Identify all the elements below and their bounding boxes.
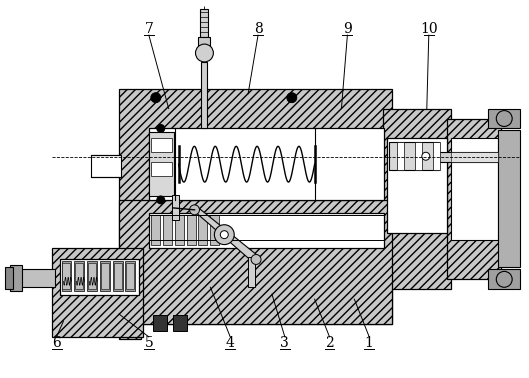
Circle shape [151,93,161,103]
Text: 3: 3 [280,336,289,350]
Bar [200,9,208,37]
Bar [5,267,13,289]
Bar [187,215,196,245]
Bar [149,132,174,196]
Text: 9: 9 [343,22,352,36]
Circle shape [496,271,512,287]
Text: 10: 10 [420,22,437,36]
Bar [60,259,139,295]
Bar [211,215,220,245]
Bar [383,108,451,289]
Bar [415,143,422,170]
Bar [92,155,121,177]
Bar [119,89,392,324]
Bar [451,152,498,162]
Bar [151,138,172,152]
Bar [114,263,122,289]
Bar [498,130,520,267]
Bar [17,270,54,287]
Bar [88,263,96,289]
Text: 8: 8 [254,22,262,36]
Bar [451,138,498,240]
Circle shape [196,44,213,62]
Circle shape [189,205,199,215]
Bar [172,315,187,331]
Bar [387,138,446,233]
Polygon shape [190,208,260,262]
Bar [439,152,498,162]
Bar [153,315,167,331]
Polygon shape [119,200,392,339]
Bar [87,262,97,291]
Bar [149,129,384,200]
Bar [101,263,109,289]
Bar [175,215,184,245]
Bar [446,119,501,279]
Bar [202,62,207,129]
Bar [248,257,255,287]
Bar [488,270,520,289]
Bar [51,248,143,337]
Bar [163,215,172,245]
Bar [149,213,384,248]
Bar [126,263,134,289]
Bar [62,263,70,289]
Bar [172,195,179,220]
Bar [397,143,404,170]
Bar [113,262,123,291]
Bar [10,265,22,291]
Bar [125,262,135,291]
Circle shape [214,225,234,245]
Bar [151,162,172,176]
Circle shape [251,254,261,265]
Text: 6: 6 [52,336,61,350]
Circle shape [496,111,512,127]
Circle shape [287,93,297,103]
Text: 7: 7 [144,22,153,36]
Bar [61,262,71,291]
Bar [488,108,520,129]
Text: 1: 1 [365,336,373,350]
Text: 4: 4 [226,336,235,350]
Bar [389,143,439,170]
Text: 5: 5 [144,336,153,350]
Bar [433,143,440,170]
Bar [100,262,110,291]
Bar [76,263,84,289]
Circle shape [157,196,165,204]
Circle shape [220,231,229,239]
Circle shape [422,152,430,160]
Bar [151,215,160,245]
Bar [198,215,207,245]
Bar [198,37,211,47]
Text: 2: 2 [325,336,334,350]
Bar [75,262,84,291]
Circle shape [157,124,165,132]
